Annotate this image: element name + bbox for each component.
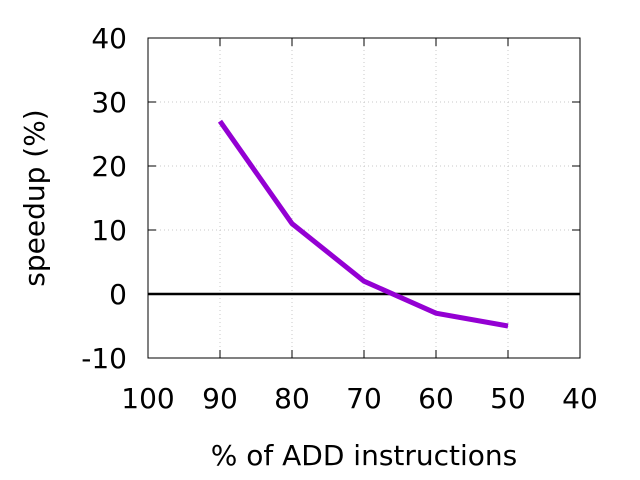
x-tick-label: 60 — [418, 382, 454, 415]
x-axis-title: % of ADD instructions — [211, 439, 518, 472]
x-tick-label: 90 — [202, 382, 238, 415]
x-tick-label: 70 — [346, 382, 382, 415]
y-tick-label: -10 — [81, 342, 127, 375]
y-tick-labels: -10 0 10 20 30 40 — [81, 22, 127, 375]
tick-marks — [147, 37, 581, 359]
x-tick-label: 50 — [490, 382, 526, 415]
y-tick-label: 0 — [109, 278, 127, 311]
series-line — [217, 119, 509, 329]
x-tick-label: 40 — [562, 382, 598, 415]
y-tick-label: 10 — [91, 214, 127, 247]
series-group — [217, 119, 509, 329]
y-axis-title: speedup (%) — [18, 109, 51, 286]
x-tick-label: 100 — [121, 382, 174, 415]
y-tick-label: 40 — [91, 22, 127, 55]
y-tick-label: 20 — [91, 150, 127, 183]
x-tick-labels: 100 90 80 70 60 50 40 — [121, 382, 598, 415]
y-tick-label: 30 — [91, 86, 127, 119]
x-tick-label: 80 — [274, 382, 310, 415]
